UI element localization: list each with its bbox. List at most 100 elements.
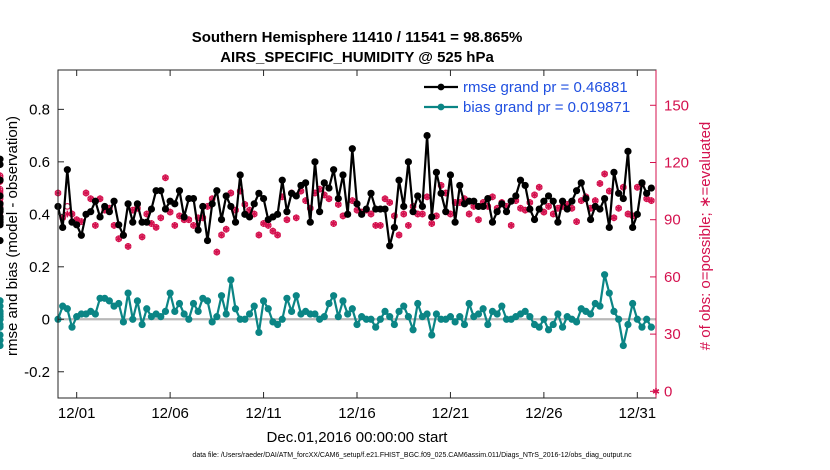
obs-evaluated-point [171,222,179,229]
obs-evaluated-point [507,222,515,229]
rmse-point [189,194,198,203]
legend-rmse-label: rmse grand pr = 0.46881 [463,79,628,96]
obs-evaluated-point [377,222,384,229]
rmse-point [423,132,431,140]
bias-point [180,310,188,318]
obs-evaluated-point [573,218,580,226]
obs-evaluated-point [190,222,197,229]
plot-area: 12/01 12/06 12/11 12/16 12/21 12/26 12/31 -0.2 0… [0,69,689,422]
bias-point [633,315,641,323]
y-tick-label-right: 90 [664,212,681,229]
bias-point [283,294,291,302]
chart-title-line1: Southern Hemisphere 11410 / 11541 = 98.8… [192,29,523,46]
bias-point [0,323,4,331]
obs-evaluated-point [596,180,604,187]
obs-possible-point [0,185,4,193]
rmse-point [306,218,314,226]
bias-point [189,299,198,308]
x-tick-label: 12/31 [619,405,657,422]
rmse-point [549,197,557,205]
rmse-point [110,197,118,205]
rmse-point [601,194,609,203]
rmse-point [194,226,202,234]
bias-point [428,331,436,339]
bias-point [409,326,417,334]
rmse-point [63,166,71,174]
rmse-point [59,223,67,232]
bias-point [245,310,254,318]
rmse-point [484,194,492,203]
obs-possible-point [0,174,4,182]
x-tick-label: 12/16 [338,405,376,422]
bias-point [0,331,4,339]
obs-evaluated-point [82,189,90,197]
bias-point [465,299,473,308]
obs-possible-point [0,195,4,203]
obs-evaluated-point [213,248,221,256]
bias-point [372,323,380,331]
rmse-point [558,197,567,205]
rmse-point [199,202,207,211]
bias-point [278,315,286,323]
rmse-point [605,223,613,232]
bias-point [129,315,137,323]
bias-point [460,320,469,329]
rmse-point [161,205,170,213]
rmse-point [386,242,394,250]
rmse-point [171,200,179,208]
rmse-point [119,231,128,239]
bias-point [0,336,4,344]
rmse-point [358,210,366,218]
obs-evaluated-point [325,195,333,203]
obs-evaluated-point [531,191,538,199]
bias-point [0,341,4,350]
bias-point [498,302,506,310]
y-tick-label: 0 [42,311,50,328]
rmse-point [278,176,286,184]
rmse-point [320,179,328,187]
rmse-point [362,205,370,213]
rmse-point [339,171,347,179]
bias-point [535,323,543,331]
bias-point [521,307,529,316]
bias-point [479,305,487,313]
rmse-point [353,200,361,208]
legend-rmse-swatch-marker [437,83,445,91]
plot-background [58,70,656,398]
rmse-point [292,192,300,200]
rmse-point [390,223,398,232]
rmse-point [213,187,221,195]
rmse-point [91,197,99,205]
bias-point [647,323,655,331]
bias-point [619,341,627,350]
bias-point [526,313,534,321]
bias-point [414,299,422,308]
rmse-point [334,194,342,203]
rmse-point [586,215,595,224]
y-tick-label-right: 120 [664,154,689,171]
bias-point [474,310,483,318]
obs-evaluated-point [395,231,403,239]
bias-point [624,320,632,329]
rmse-point [133,200,142,208]
rmse-point [643,189,651,197]
rmse-point [610,168,618,176]
rmse-point [129,218,137,226]
bias-point [68,323,76,331]
bias-point [255,328,263,336]
rmse-point [311,158,319,166]
obs-evaluated-point [601,170,608,178]
rmse-point [507,197,515,205]
series-rmse [0,132,655,250]
bias-point [348,305,356,313]
rmse-point [516,176,525,184]
x-tick-label: 12/21 [432,405,470,422]
rmse-point [624,147,632,155]
rmse-point [245,213,254,221]
rmse-point [400,202,408,211]
bias-point [643,315,651,323]
bias-point [353,320,361,329]
bias-point [250,302,258,310]
bias-point [119,318,128,326]
rmse-point [157,187,165,195]
